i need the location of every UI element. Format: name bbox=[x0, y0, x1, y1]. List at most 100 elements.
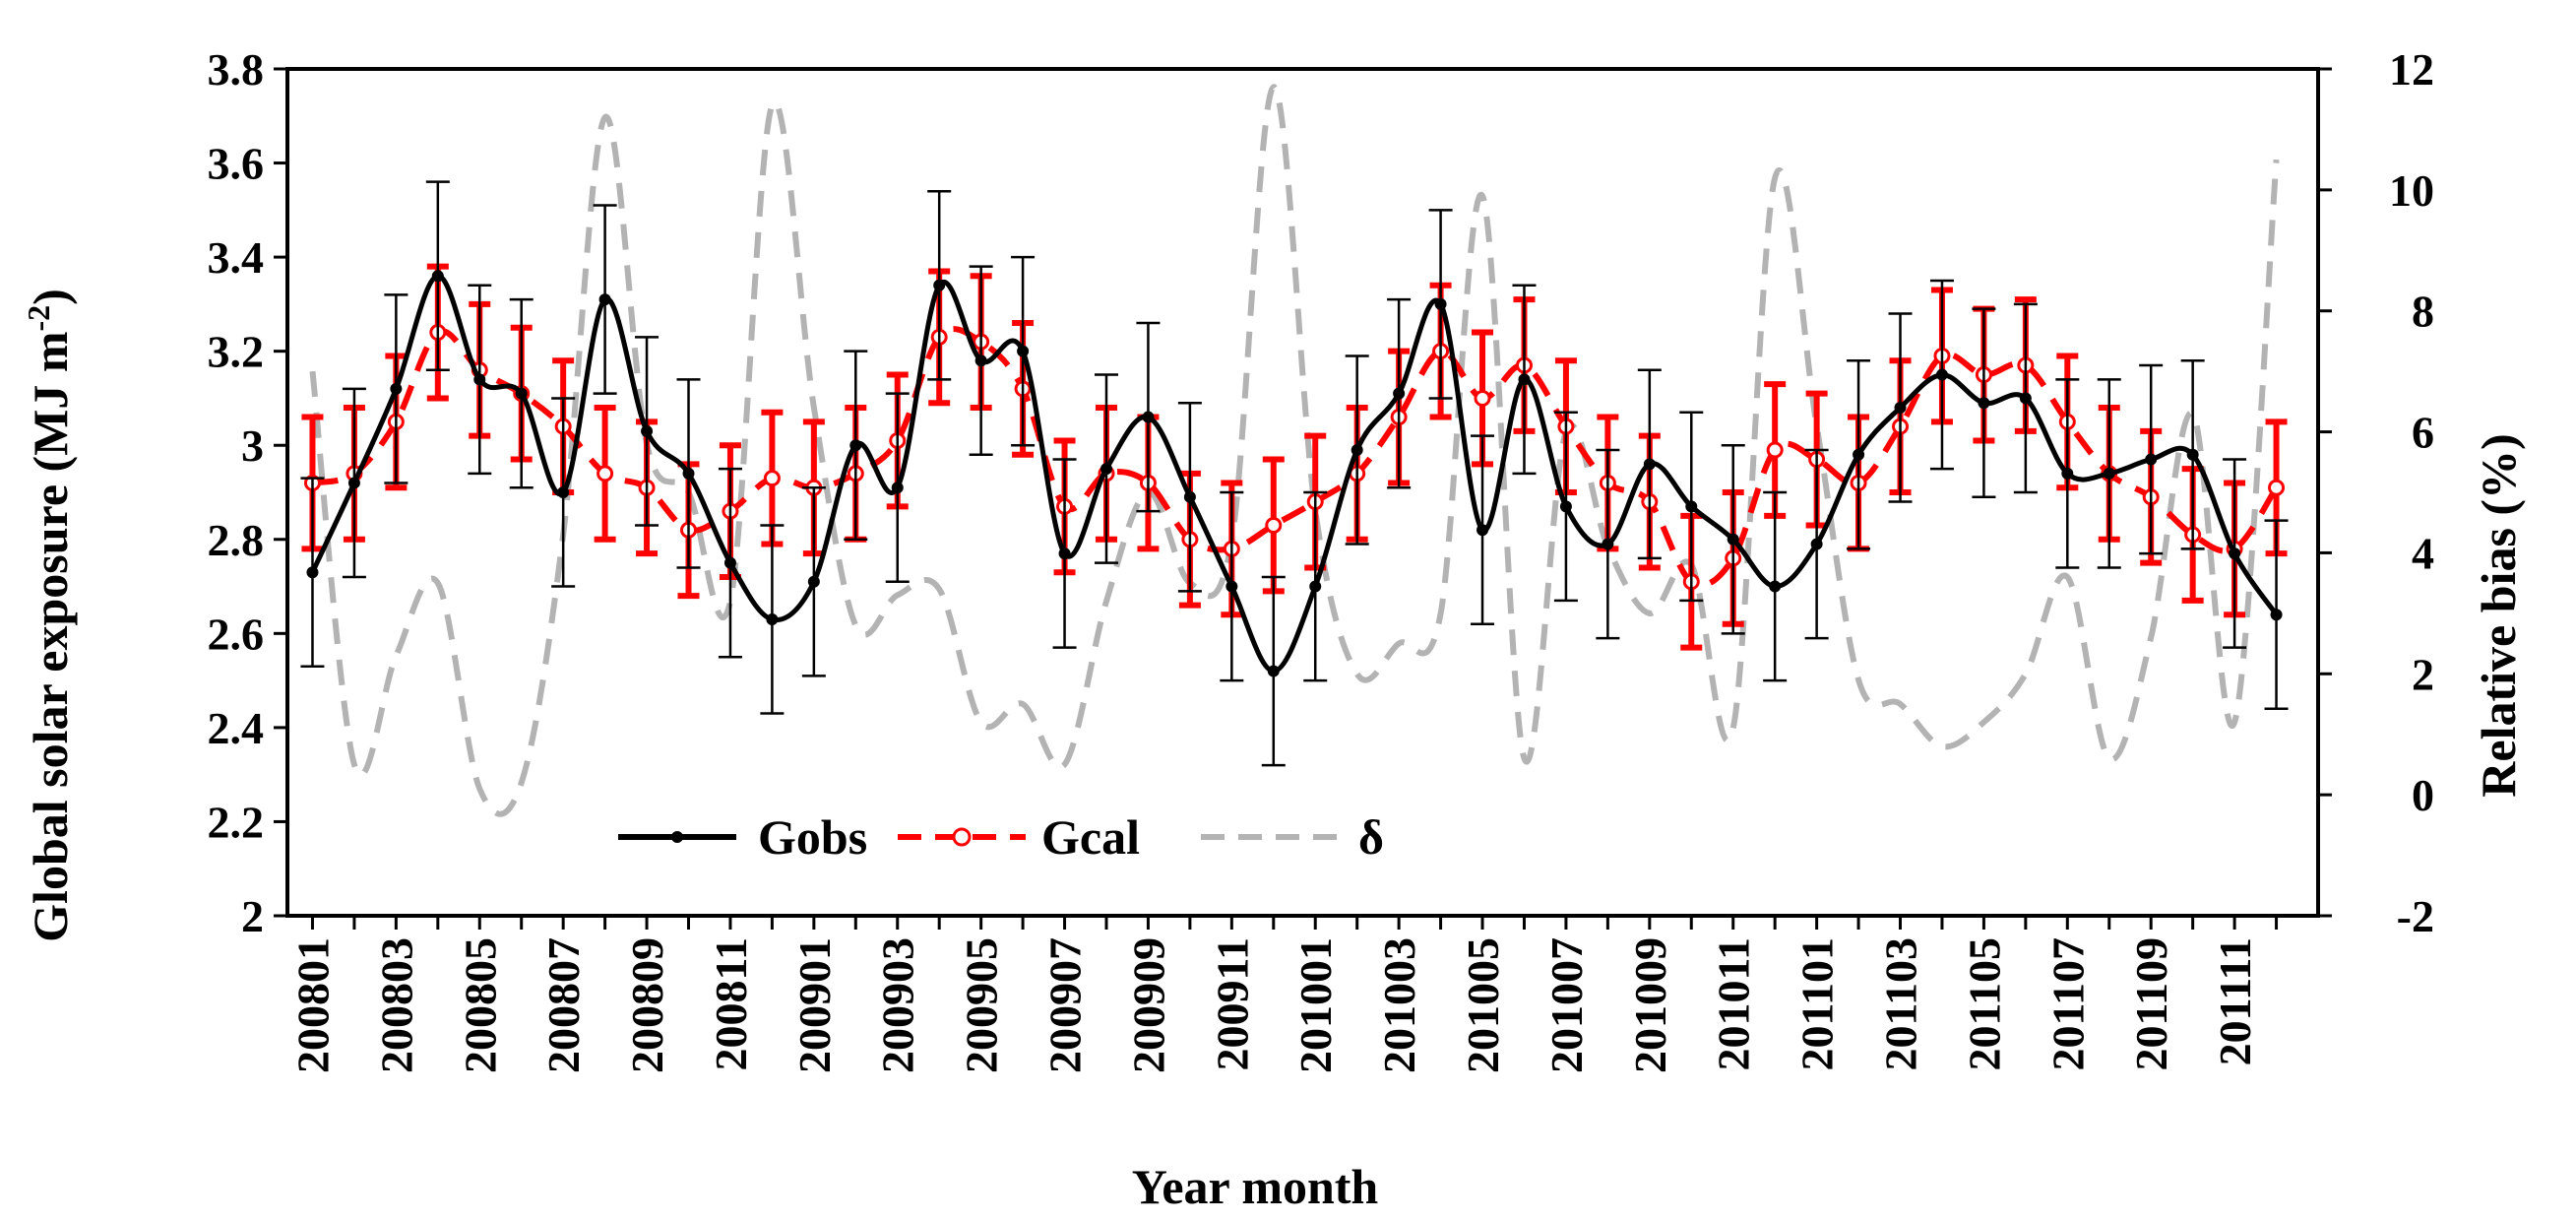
gobs-point bbox=[1100, 463, 1112, 476]
y-left-tick-label: 3.4 bbox=[208, 232, 265, 283]
gobs-point bbox=[1351, 444, 1363, 456]
x-axis-title: Year month bbox=[1132, 1159, 1379, 1214]
gobs-point bbox=[1685, 500, 1698, 513]
y-left-tick-label: 2.8 bbox=[208, 515, 265, 565]
legend-delta-label: δ bbox=[1358, 809, 1384, 865]
y-axis-left-title: Global solar exposure (MJ m-2) bbox=[21, 289, 78, 942]
gobs-point bbox=[1643, 458, 1656, 471]
x-tick-label: 200909 bbox=[1123, 937, 1173, 1073]
x-tick-label: 201003 bbox=[1374, 937, 1424, 1073]
gobs-point bbox=[891, 482, 904, 494]
x-tick-label: 200805 bbox=[455, 937, 505, 1073]
gobs-point bbox=[1393, 387, 1406, 400]
legend-gobs-marker bbox=[671, 831, 683, 843]
gobs-point bbox=[431, 270, 444, 283]
x-tick-label: 200801 bbox=[287, 937, 338, 1073]
x-tick-label: 200807 bbox=[538, 937, 589, 1073]
gobs-point bbox=[1142, 411, 1155, 423]
y-axis-right-title: Relative bias (%) bbox=[2471, 433, 2526, 797]
y-right-tick-label: 10 bbox=[2389, 165, 2434, 216]
gcal-point bbox=[763, 470, 781, 487]
gobs-point bbox=[2270, 609, 2283, 621]
gobs-point bbox=[2061, 467, 2074, 480]
y-right-tick-label: -2 bbox=[2397, 891, 2434, 941]
y-left-tick-label: 3.8 bbox=[208, 44, 265, 95]
x-tick-label: 201111 bbox=[2210, 937, 2260, 1065]
gobs-point bbox=[1602, 538, 1614, 550]
gobs-point bbox=[1727, 533, 1739, 546]
gobs-point bbox=[557, 486, 570, 498]
gobs-point bbox=[1935, 368, 1948, 381]
legend-gcal-marker bbox=[952, 827, 972, 847]
x-tick-label: 201005 bbox=[1458, 937, 1508, 1073]
gobs-point bbox=[1267, 665, 1280, 677]
x-tick-label: 200911 bbox=[1207, 937, 1257, 1070]
gobs-point bbox=[766, 613, 779, 625]
gobs-point bbox=[1183, 490, 1196, 503]
x-tick-label: 200907 bbox=[1040, 937, 1091, 1073]
x-tick-label: 200809 bbox=[622, 937, 672, 1073]
gobs-point bbox=[2229, 547, 2241, 560]
y-left-tick-label: 3 bbox=[241, 420, 264, 471]
x-tick-label: 200811 bbox=[706, 937, 756, 1070]
y-left-tick-label: 3.6 bbox=[208, 139, 265, 189]
x-tick-label: 201107 bbox=[2042, 937, 2093, 1070]
gobs-point bbox=[2019, 392, 2032, 405]
gobs-point bbox=[1017, 345, 1030, 357]
plot-frame bbox=[285, 67, 2320, 918]
y-right-tick-label: 4 bbox=[2412, 528, 2434, 578]
gobs-point bbox=[641, 424, 654, 437]
series-gobs bbox=[300, 180, 2289, 767]
gobs-point bbox=[1518, 373, 1531, 386]
y-right-tick-label: 0 bbox=[2412, 770, 2434, 820]
gobs-point bbox=[515, 387, 528, 400]
gobs-point bbox=[347, 477, 360, 489]
x-tick-label: 201101 bbox=[1792, 937, 1843, 1070]
gobs-point bbox=[1894, 402, 1907, 414]
gobs-point bbox=[849, 439, 862, 452]
x-tick-label: 200901 bbox=[789, 937, 840, 1073]
gcal-point bbox=[1474, 389, 1491, 407]
y-left-tick-label: 2.2 bbox=[208, 797, 265, 847]
y-left-tick-label: 3.2 bbox=[208, 327, 265, 377]
x-tick-label: 201011 bbox=[1709, 937, 1759, 1070]
y-left-tick-label: 2.4 bbox=[208, 703, 265, 753]
gobs-point bbox=[1225, 580, 1238, 593]
y-right-tick-label: 8 bbox=[2412, 287, 2434, 337]
gcal-point bbox=[1265, 516, 1283, 534]
gobs-point bbox=[390, 382, 403, 395]
gobs-point bbox=[933, 279, 946, 291]
gobs-point bbox=[2103, 467, 2115, 480]
gobs-point bbox=[1853, 448, 1865, 461]
gobs-point bbox=[306, 566, 319, 579]
gcal-point bbox=[1766, 441, 1784, 459]
x-tick-label: 200803 bbox=[371, 937, 421, 1073]
y-right-tick-label: 12 bbox=[2389, 44, 2434, 95]
axes bbox=[274, 67, 2332, 930]
y-left-tick-label: 2 bbox=[241, 891, 264, 941]
legend: Gobs Gcal δ bbox=[618, 809, 1384, 865]
legend-gobs-label: Gobs bbox=[758, 809, 867, 865]
x-tick-label: 200903 bbox=[873, 937, 923, 1073]
gobs-point bbox=[1978, 397, 1990, 410]
y-left-tick-label: 2.6 bbox=[208, 609, 265, 659]
gobs-point bbox=[1309, 580, 1322, 593]
x-tick-label: 201001 bbox=[1290, 937, 1341, 1073]
gobs-point bbox=[2186, 448, 2199, 461]
gobs-point bbox=[723, 556, 736, 569]
legend-gcal-label: Gcal bbox=[1041, 809, 1140, 865]
gcal-point bbox=[597, 465, 614, 482]
gobs-point bbox=[1476, 524, 1489, 537]
y-right-tick-label: 2 bbox=[2412, 649, 2434, 699]
x-tick-label: 201009 bbox=[1625, 937, 1675, 1073]
x-tick-label: 201103 bbox=[1876, 937, 1926, 1070]
gobs-point bbox=[807, 575, 820, 588]
gobs-point bbox=[974, 354, 987, 367]
gobs-point bbox=[1058, 547, 1071, 560]
gobs-point bbox=[1559, 500, 1572, 513]
gobs-line bbox=[310, 273, 2279, 675]
x-tick-label: 201105 bbox=[1959, 937, 2009, 1070]
gobs-point bbox=[2145, 453, 2158, 466]
tick-labels: 2 2.2 2.4 2.6 2.8 3 3.2 3.4 3.6 3.8 -2 0 2 4 6 8 10 12 200… bbox=[208, 44, 2435, 1073]
